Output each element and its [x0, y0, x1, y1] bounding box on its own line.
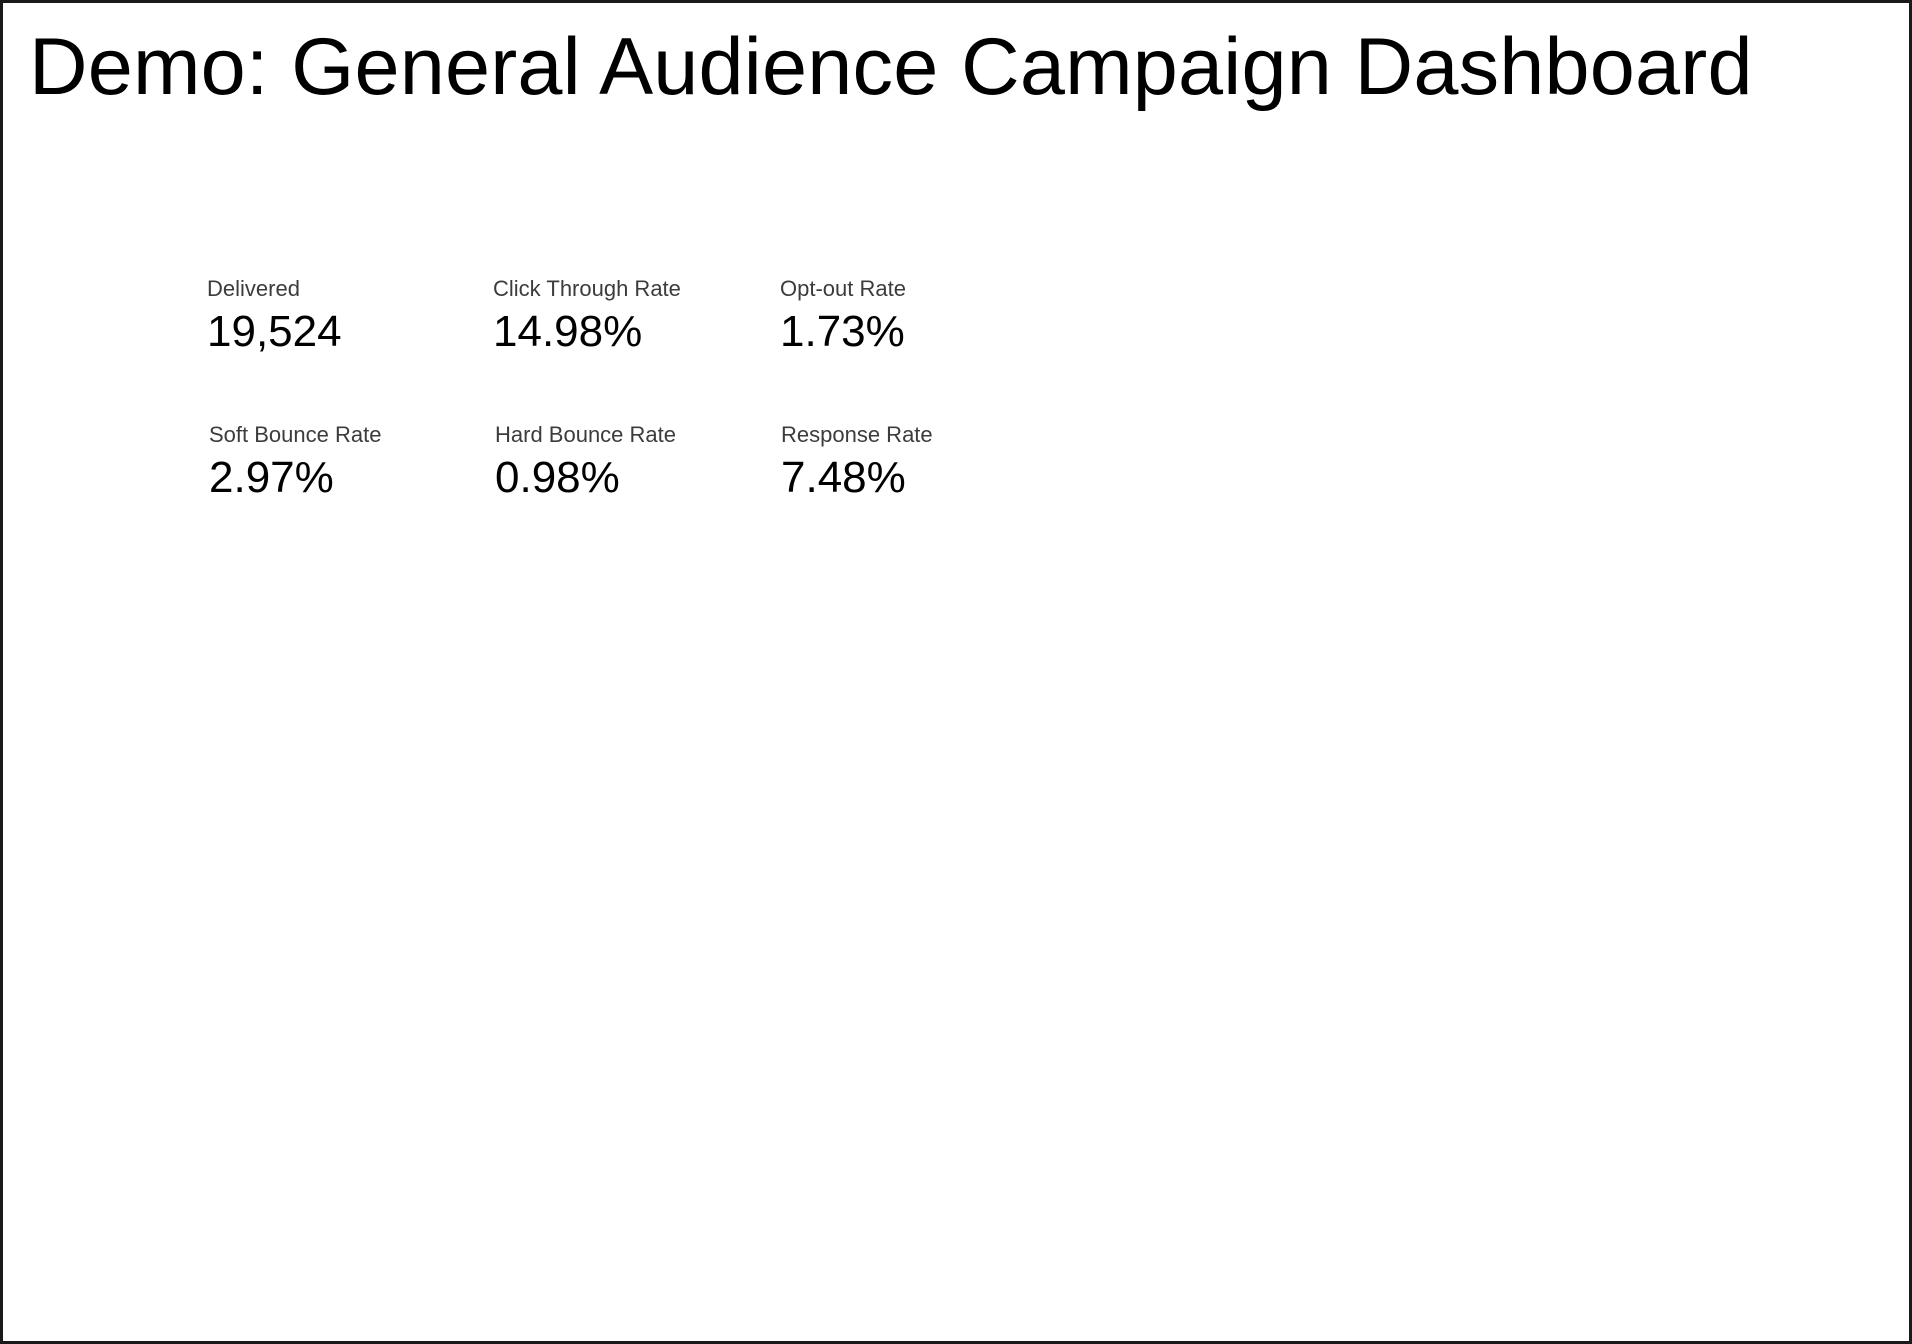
scorecard-value: 0.98%	[495, 453, 620, 502]
scorecard-value: 7.48%	[781, 453, 906, 502]
scorecard-opt-out-rate: Opt-out Rate 1.73%	[780, 276, 1040, 356]
scorecard-label: Hard Bounce Rate	[495, 422, 676, 447]
scorecard-value: 19,524	[207, 307, 342, 356]
scorecard-hard-bounce-rate: Hard Bounce Rate 0.98%	[495, 422, 755, 502]
scorecard-delivered: Delivered 19,524	[207, 276, 467, 356]
scorecard-label: Response Rate	[781, 422, 933, 447]
scorecard-label: Soft Bounce Rate	[209, 422, 382, 447]
scorecard-label: Delivered	[207, 276, 300, 301]
scorecard-soft-bounce-rate: Soft Bounce Rate 2.97%	[209, 422, 469, 502]
page-title: Demo: General Audience Campaign Dashboar…	[29, 22, 1753, 112]
scorecard-label: Opt-out Rate	[780, 276, 906, 301]
scorecard-label: Click Through Rate	[493, 276, 681, 301]
scorecard-value: 14.98%	[493, 307, 643, 356]
scorecard-click-through-rate: Click Through Rate 14.98%	[493, 276, 753, 356]
scorecard-response-rate: Response Rate 7.48%	[781, 422, 1041, 502]
scorecard-value: 1.73%	[780, 307, 905, 356]
scorecard-value: 2.97%	[209, 453, 334, 502]
